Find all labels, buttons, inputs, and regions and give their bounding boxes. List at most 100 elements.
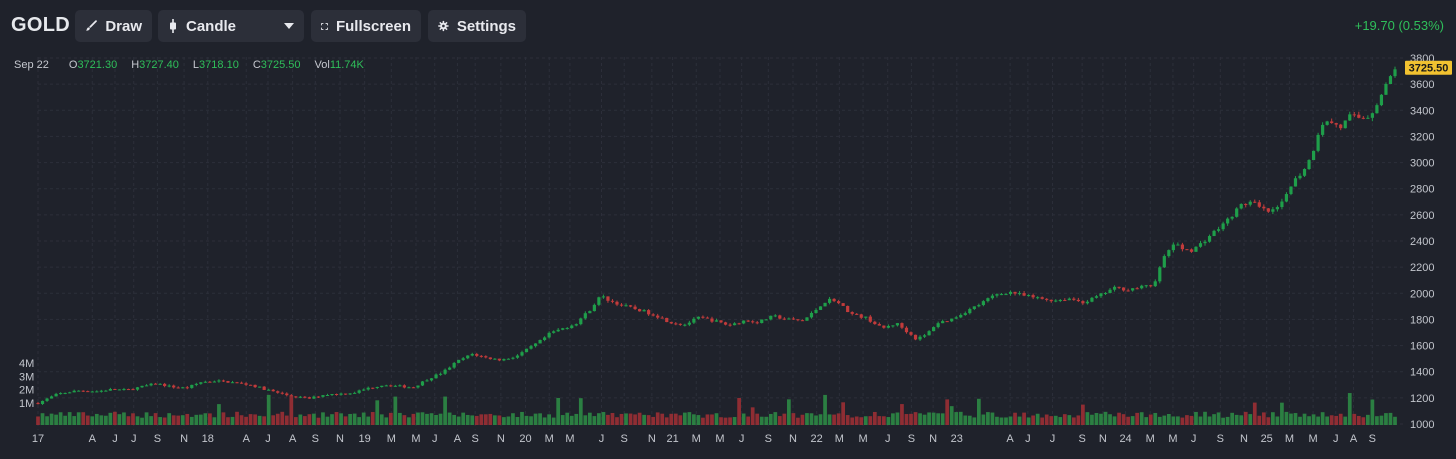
volume-bar [502, 417, 506, 425]
settings-button[interactable]: Settings [428, 10, 526, 42]
volume-bar [411, 413, 416, 425]
candle-body [723, 322, 728, 325]
candle-body [438, 373, 443, 375]
volume-bar [886, 417, 891, 425]
volume-bar [325, 416, 330, 425]
candle-body [212, 381, 217, 383]
volume-bar [194, 414, 199, 425]
volume-bar [818, 414, 823, 425]
candle-body [45, 398, 49, 401]
volume-bar [67, 412, 72, 425]
volume-bar [1126, 416, 1130, 425]
candle-body [1334, 123, 1338, 125]
candle-body [827, 298, 832, 303]
y-tick-label: 1800 [1410, 314, 1434, 326]
candle-body [796, 319, 800, 321]
candle-body [913, 334, 918, 340]
volume-bar [940, 413, 945, 425]
candle-body [154, 383, 158, 385]
candle-body [1352, 114, 1356, 116]
candle-body [425, 380, 429, 382]
candle-body [583, 313, 587, 319]
fullscreen-button[interactable]: Fullscreen [311, 10, 421, 42]
volume-bar [1013, 412, 1017, 425]
open-value: 3721.30 [77, 59, 118, 71]
candle-body [1379, 94, 1384, 106]
volume-bar [918, 413, 922, 425]
volume-bar [999, 417, 1004, 425]
volume-bar [547, 414, 551, 425]
volume-bar [637, 412, 642, 425]
candle-body [140, 385, 144, 388]
volume-bar [723, 417, 728, 425]
candle-body [977, 305, 981, 307]
volume-bar [1239, 415, 1244, 425]
chart-type-select[interactable]: Candle [158, 10, 304, 42]
x-tick-label: M [545, 433, 554, 445]
x-tick-label: N [648, 433, 656, 445]
x-tick-label: S [908, 433, 915, 445]
candle-body [904, 327, 909, 333]
candle-body [384, 385, 388, 387]
x-tick-label: 17 [32, 433, 44, 445]
y-tick-label: 1200 [1410, 393, 1434, 405]
candle-body [633, 306, 637, 310]
volume-bar [1307, 416, 1311, 425]
candle-body [294, 396, 298, 398]
candle-body [1388, 76, 1393, 85]
candle-body [1076, 299, 1080, 302]
candle-body [719, 320, 723, 323]
volume-bar [1271, 412, 1275, 425]
volume-bar [284, 415, 289, 425]
high-key: H [131, 59, 140, 71]
volume-bar [180, 415, 185, 425]
volume-bar [986, 412, 990, 425]
volume-bar [587, 412, 592, 425]
candle-body [1262, 206, 1266, 209]
candle-body [1122, 287, 1126, 291]
candle-body [678, 323, 682, 325]
volume-bar [777, 416, 782, 425]
candle-body [502, 359, 506, 361]
x-tick-label: S [1078, 433, 1085, 445]
volume-bar [755, 413, 760, 425]
x-tick-label: N [1099, 433, 1107, 445]
candle-body [1207, 236, 1212, 242]
candle-body [1343, 120, 1347, 129]
x-tick-label: N [929, 433, 937, 445]
volume-bar [900, 404, 904, 425]
volume-bar [578, 398, 583, 425]
volume-bar [606, 414, 610, 425]
candle-body [624, 305, 628, 307]
x-tick-label: 19 [359, 433, 371, 445]
x-tick-label: S [621, 433, 628, 445]
close-key: C [252, 59, 261, 71]
candle-body [859, 314, 863, 318]
candle-body [1072, 298, 1076, 300]
draw-button[interactable]: Draw [75, 10, 152, 42]
volume-bar [303, 416, 307, 425]
candle-body [298, 396, 302, 398]
volume-bar [1293, 413, 1298, 425]
candle-body [176, 387, 180, 389]
volume-bar [76, 412, 81, 425]
candle-body [343, 393, 348, 395]
x-tick-label: A [1006, 433, 1014, 445]
candle-body [457, 359, 461, 363]
volume-bar [1185, 415, 1189, 425]
candle-body [683, 324, 687, 326]
candle-body [104, 390, 108, 392]
candle-body [72, 390, 76, 393]
candle-body [728, 324, 732, 326]
candle-body [122, 389, 126, 391]
candle-body [398, 385, 402, 387]
candle-body [579, 318, 583, 325]
candle-body [493, 358, 497, 360]
candle-body [1153, 281, 1157, 287]
volume-bar [551, 417, 556, 425]
volume-bar [800, 414, 805, 425]
volume-bar [958, 411, 963, 425]
volume-bar [841, 402, 846, 425]
volume-bar [592, 416, 597, 425]
